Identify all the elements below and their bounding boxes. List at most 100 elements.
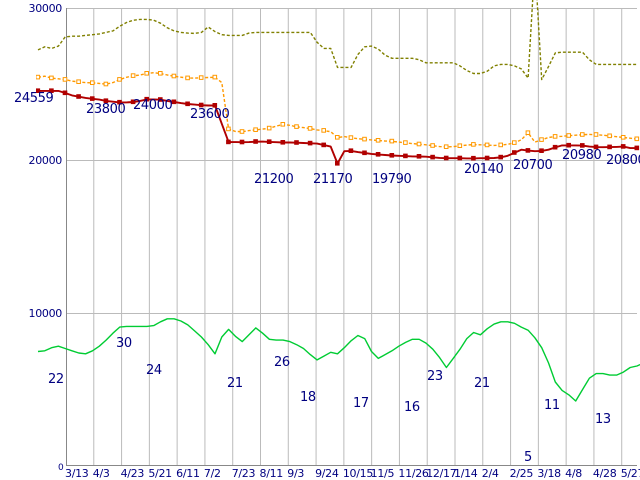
x-axis-tick-label: 7/2	[203, 467, 221, 480]
price-value-label: 20800	[606, 153, 640, 168]
data-point-marker	[198, 75, 204, 80]
data-point-marker	[294, 140, 299, 145]
x-axis-tick-label: 4/3	[92, 467, 110, 480]
data-point-marker	[62, 90, 68, 96]
data-point-marker	[525, 148, 531, 153]
data-point-marker	[566, 142, 572, 148]
data-point-marker	[484, 155, 490, 161]
volume-value-label: 5	[524, 450, 532, 465]
x-axis-tick-label: 10/15	[342, 467, 374, 480]
data-point-marker	[443, 144, 449, 149]
series-line-upper-band	[37, 0, 637, 81]
data-point-marker	[362, 136, 367, 142]
data-point-marker	[362, 150, 367, 156]
data-point-marker	[403, 140, 408, 145]
data-point-marker	[280, 122, 286, 127]
data-point-marker	[512, 150, 517, 155]
x-axis-tick-label: 5/21	[148, 467, 172, 480]
data-point-marker	[171, 73, 177, 79]
data-point-marker	[335, 161, 340, 166]
data-point-marker	[117, 99, 122, 105]
x-axis-tick-label: 11/5	[370, 467, 395, 480]
volume-value-label: 21	[227, 376, 243, 391]
data-point-marker	[539, 137, 544, 142]
data-point-marker	[130, 99, 136, 105]
price-value-label: 24000	[133, 98, 173, 113]
data-point-marker	[130, 73, 136, 78]
data-point-marker	[375, 152, 381, 157]
data-point-marker	[471, 142, 476, 147]
volume-value-label: 11	[544, 398, 560, 413]
x-axis-tick-label: 8/11	[259, 467, 284, 480]
series-line-volume	[37, 318, 640, 402]
volume-value-label: 30	[116, 336, 132, 351]
price-value-label: 23600	[190, 107, 230, 122]
data-point-marker	[593, 132, 599, 137]
data-point-marker	[239, 129, 245, 134]
x-axis-tick-label: 5/27	[620, 467, 640, 480]
data-point-marker	[103, 98, 109, 104]
data-series-layer	[36, 0, 640, 402]
x-axis-tick-label: 11/26	[398, 467, 429, 480]
data-point-marker	[389, 153, 395, 158]
data-point-marker	[620, 144, 626, 149]
data-point-marker	[185, 101, 190, 107]
data-point-marker	[335, 135, 340, 140]
data-point-marker	[348, 135, 354, 140]
series-line-price	[38, 89, 637, 165]
data-point-marker	[498, 154, 503, 160]
x-axis-tick-label: 1/14	[454, 467, 478, 480]
x-axis-tick-label: 7/23	[231, 467, 256, 480]
data-point-marker	[416, 141, 422, 147]
volume-value-label: 24	[146, 363, 162, 378]
data-point-marker	[253, 127, 258, 133]
series-price	[36, 88, 640, 166]
data-point-marker	[76, 94, 81, 99]
data-point-marker	[566, 133, 572, 138]
data-point-marker	[580, 132, 585, 137]
price-value-label: 19790	[372, 172, 412, 187]
y-axis-tick-label: 20000	[28, 154, 63, 168]
series-volume	[37, 318, 640, 402]
data-point-marker	[171, 99, 177, 105]
data-point-marker	[525, 130, 531, 135]
data-point-marker	[552, 144, 558, 150]
data-point-marker	[307, 126, 313, 131]
data-point-marker	[321, 142, 326, 148]
data-point-marker	[198, 102, 204, 108]
data-point-marker	[36, 88, 41, 94]
data-point-marker	[185, 75, 190, 81]
x-axis-tick-label: 2/4	[481, 467, 499, 480]
data-point-marker	[280, 140, 286, 145]
data-point-marker	[471, 155, 476, 161]
volume-value-label: 21	[474, 376, 490, 391]
price-value-label: 20140	[464, 162, 504, 177]
data-point-marker	[430, 143, 435, 148]
data-point-marker	[580, 143, 585, 148]
data-point-marker	[430, 154, 435, 160]
volume-value-label: 22	[48, 372, 64, 387]
data-point-marker	[307, 140, 313, 146]
data-point-marker	[512, 140, 517, 145]
x-axis-tick-label: 3/13	[65, 467, 89, 480]
data-point-marker	[457, 143, 463, 148]
data-point-marker	[620, 135, 626, 140]
series-upper-band	[37, 0, 637, 81]
data-point-marker	[607, 144, 612, 150]
x-axis-tick-label: 3/18	[537, 467, 561, 480]
volume-value-label: 13	[595, 412, 611, 427]
price-value-label: 20700	[513, 158, 553, 173]
volume-value-label: 26	[274, 355, 290, 370]
volume-value-label: 17	[353, 396, 369, 411]
data-point-marker	[294, 124, 299, 129]
price-value-label: 21200	[254, 172, 294, 187]
x-axis-tick-label: 6/11	[176, 467, 200, 480]
grid-lines	[66, 8, 637, 465]
volume-value-label: 23	[427, 369, 443, 384]
data-point-marker	[239, 139, 245, 145]
data-point-marker	[49, 75, 54, 81]
data-point-marker	[158, 97, 163, 102]
data-point-marker	[90, 96, 95, 101]
data-point-marker	[607, 133, 612, 139]
